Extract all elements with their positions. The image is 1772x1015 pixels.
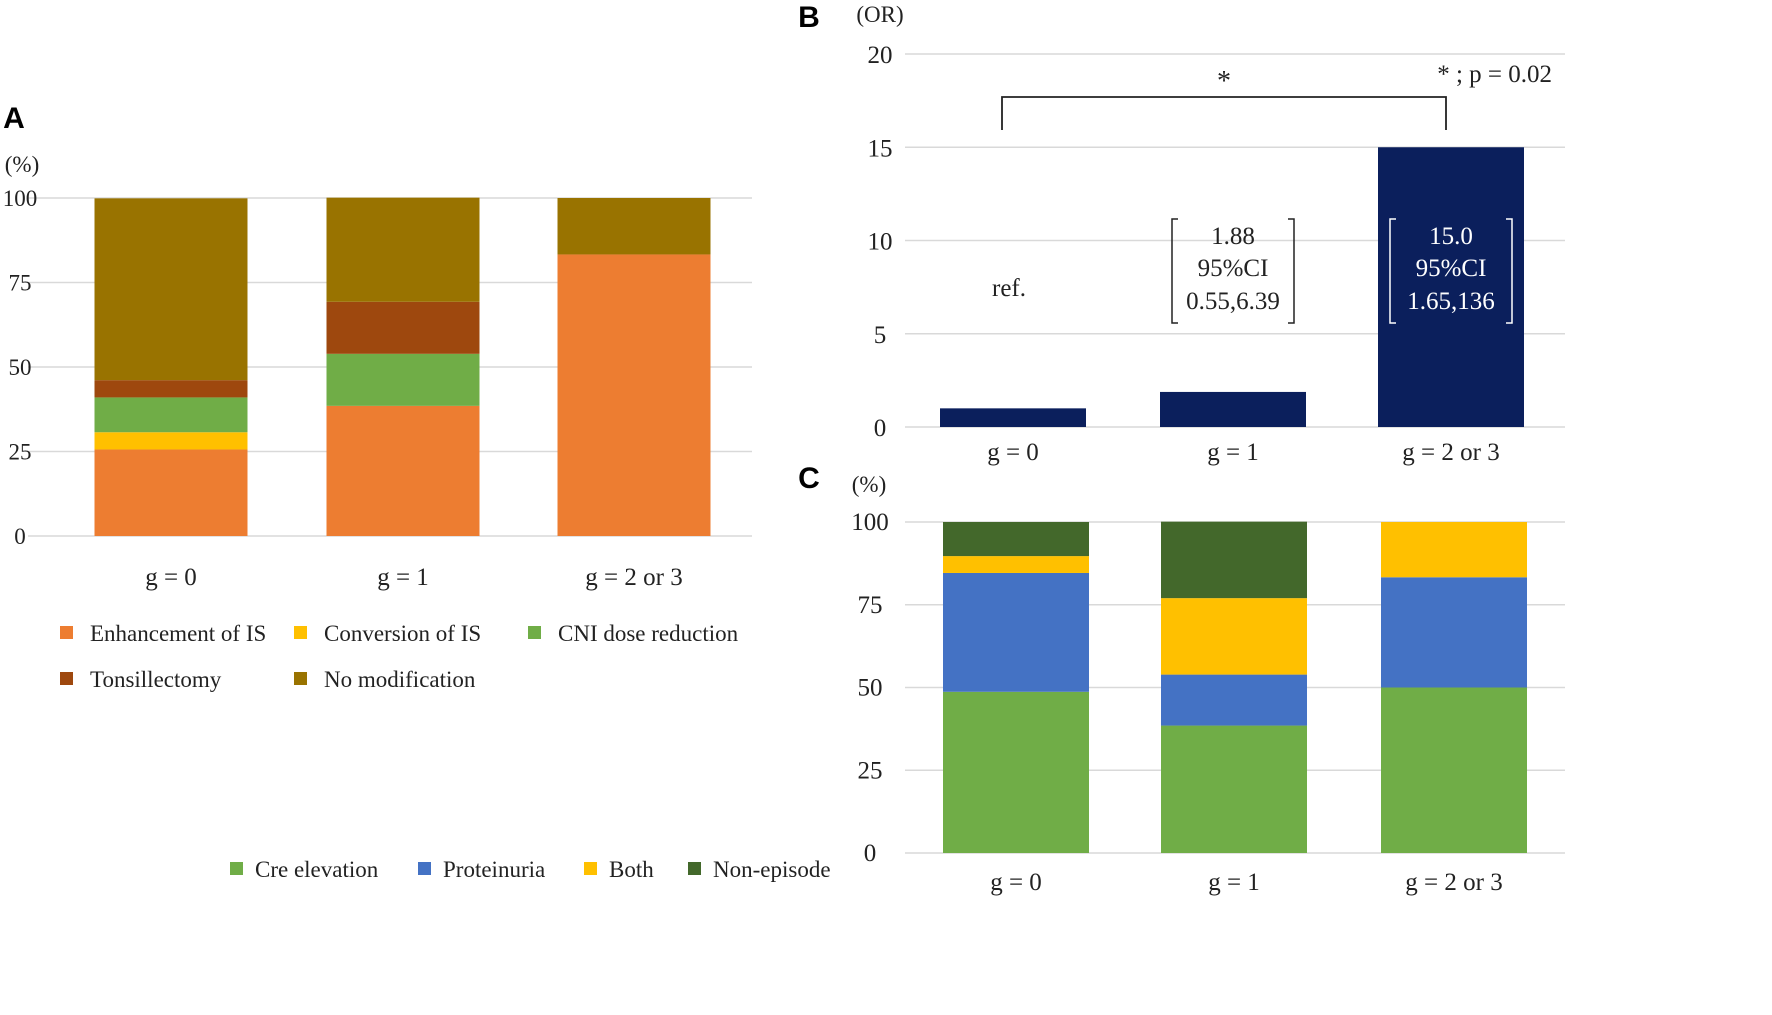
bar-segment <box>326 353 480 406</box>
bar-segment <box>557 254 711 537</box>
legend-label: Both <box>609 857 654 882</box>
p-value-note: * ; p = 0.02 <box>1437 61 1552 88</box>
ci-bracket-left <box>1171 218 1178 324</box>
legend-swatch <box>528 626 541 639</box>
legend-swatch <box>230 862 243 875</box>
x-tick-label: g = 0 <box>145 564 197 591</box>
ci-bracket-left <box>1389 218 1396 324</box>
legend-label: CNI dose reduction <box>558 621 739 646</box>
y-tick-label: 75 <box>858 592 883 619</box>
significance-mark: * <box>1217 66 1231 97</box>
ci-bracket-right <box>1506 218 1513 324</box>
bar-segment <box>94 397 248 433</box>
y-tick-label: 5 <box>874 322 887 349</box>
x-tick-label: g = 0 <box>990 869 1042 896</box>
legend-swatch <box>60 626 73 639</box>
annotation-text: 1.88 <box>1211 223 1255 250</box>
y-tick-label: 75 <box>9 271 32 296</box>
x-tick-label: g = 2 or 3 <box>585 564 682 591</box>
x-tick-label: g = 2 or 3 <box>1402 439 1499 466</box>
annotation-text: 95%CI <box>1198 255 1269 282</box>
bar-segment <box>1161 598 1307 675</box>
y-tick-label: 25 <box>858 757 883 784</box>
bar-segment <box>943 522 1089 557</box>
legend-label: Enhancement of IS <box>90 621 266 646</box>
bar-segment <box>1161 521 1307 599</box>
x-tick-label: g = 1 <box>377 564 429 591</box>
bar-segment <box>94 380 248 398</box>
legend-label: No modification <box>324 667 476 692</box>
y-unit-b: (OR) <box>856 2 903 27</box>
x-tick-label: g = 1 <box>1207 439 1259 466</box>
bar-segment <box>1381 687 1527 853</box>
legend-label: Proteinuria <box>443 857 545 882</box>
bar-segment <box>943 572 1089 692</box>
annotation-text: 1.65,136 <box>1407 288 1495 315</box>
panel-label-a: A <box>3 102 25 135</box>
legend-label: Tonsillectomy <box>90 667 222 692</box>
y-tick-label: 50 <box>858 675 883 702</box>
bar-segment <box>1381 577 1527 688</box>
bar-segment <box>1161 674 1307 726</box>
legend-swatch <box>688 862 701 875</box>
legend-swatch <box>294 672 307 685</box>
bar <box>1160 391 1306 427</box>
y-tick-label: 25 <box>9 440 32 465</box>
bar-segment <box>943 556 1089 573</box>
bar-segment <box>326 405 480 536</box>
annotation-text: 95%CI <box>1416 255 1487 282</box>
bar-segment <box>94 198 248 381</box>
legend-swatch <box>418 862 431 875</box>
bar-segment <box>94 449 248 536</box>
bar-segment <box>557 198 711 255</box>
y-tick-label: 10 <box>868 229 893 256</box>
bar <box>940 408 1086 427</box>
y-tick-label: 0 <box>14 524 26 549</box>
y-tick-label: 50 <box>9 355 32 380</box>
legend-swatch <box>584 862 597 875</box>
legend-label: Cre elevation <box>255 857 379 882</box>
bar-segment <box>326 301 480 354</box>
legend-swatch <box>294 626 307 639</box>
annotation-text: ref. <box>992 275 1026 302</box>
y-tick-label: 100 <box>851 509 889 536</box>
bar-segment <box>326 197 480 302</box>
significance-bracket <box>1001 96 1447 130</box>
legend-swatch <box>60 672 73 685</box>
y-tick-label: 20 <box>868 42 893 69</box>
bar-segment <box>1381 522 1527 578</box>
annotation-text: 15.0 <box>1429 223 1473 250</box>
x-tick-label: g = 1 <box>1208 869 1260 896</box>
y-unit-c: (%) <box>852 472 886 497</box>
y-unit-a: (%) <box>5 152 39 177</box>
legend-label: Conversion of IS <box>324 621 481 646</box>
panel-label-c: C <box>798 462 820 495</box>
bar <box>1378 147 1524 427</box>
bar-segment <box>1161 725 1307 853</box>
annotation-text: 0.55,6.39 <box>1186 288 1280 315</box>
ci-bracket-right <box>1288 218 1295 324</box>
y-tick-label: 0 <box>874 415 887 442</box>
x-tick-label: g = 0 <box>987 439 1039 466</box>
y-tick-label: 0 <box>864 840 877 867</box>
legend-label: Non-episode <box>713 857 831 882</box>
y-tick-label: 15 <box>868 135 893 162</box>
y-tick-label: 100 <box>3 186 38 211</box>
x-tick-label: g = 2 or 3 <box>1405 869 1502 896</box>
bar-segment <box>94 432 248 450</box>
bar-segment <box>943 691 1089 853</box>
panel-label-b: B <box>798 1 820 34</box>
